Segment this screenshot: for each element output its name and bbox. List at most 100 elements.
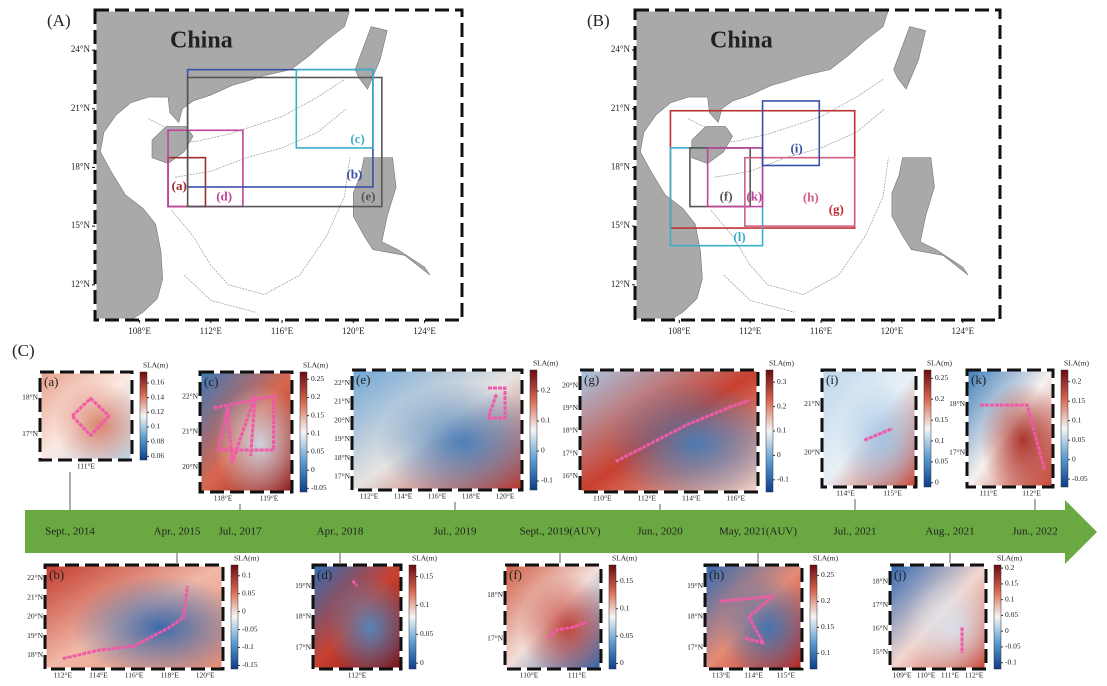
timeline-label: Apr., 2015: [154, 526, 201, 538]
figure: (C) China(a)(d)(b)(e)(c)108°E112°E116°E1…: [0, 0, 1107, 686]
colorbar-tick-label: 0: [620, 658, 624, 667]
colorbar-tick-label: 0.12: [151, 407, 164, 416]
lat-label: 20°N: [804, 448, 820, 457]
lat-label: 15°N: [872, 647, 888, 656]
inset: (c)22°N21°N20°N118°E119°ESLA(m)0.250.20.…: [182, 361, 328, 510]
lat-label: 17°N: [334, 472, 350, 481]
lat-label: 17°N: [22, 429, 38, 438]
colorbar: [766, 370, 773, 492]
colorbar-label: SLA(m): [927, 359, 953, 368]
box-label: (f): [720, 189, 733, 204]
colorbar-tick-label: -0.1: [1005, 657, 1017, 666]
lat-label: 18°N: [687, 612, 703, 621]
panel-label: (B): [587, 11, 610, 30]
box-label: (g): [829, 201, 844, 216]
timeline-label: May, 2021(AUV): [719, 526, 797, 538]
lon-tick-label: 116°E: [271, 326, 294, 336]
colorbar-tick-label: 0: [541, 446, 545, 455]
lat-label: 18°N: [27, 650, 43, 659]
colorbar-tick-label: 0.25: [935, 373, 948, 382]
colorbar-tick-label: 0.06: [151, 451, 164, 460]
colorbar-tick-label: 0.3: [777, 377, 787, 386]
map: China(a)(d)(b)(e)(c)108°E112°E116°E120°E…: [47, 10, 462, 336]
lon-label: 110°E: [593, 494, 612, 503]
timeline-label: Sept., 2014: [45, 526, 95, 538]
inset-label: (b): [49, 567, 64, 582]
lat-label: 18°N: [872, 576, 888, 585]
box-label: (a): [172, 178, 187, 193]
colorbar-tick-label: 0: [420, 658, 424, 667]
timeline-label: Aug., 2021: [925, 526, 974, 538]
lat-label: 21°N: [334, 397, 350, 406]
colorbar-tick-label: 0.2: [1005, 563, 1015, 572]
lon-label: 116°E: [125, 671, 144, 680]
lon-label: 111°E: [941, 671, 960, 680]
lat-label: 18°N: [22, 392, 38, 401]
lon-label: 111°E: [77, 462, 96, 471]
colorbar-tick-label: 0: [777, 450, 781, 459]
lon-label: 115°E: [777, 671, 796, 680]
lon-tick-label: 116°E: [810, 326, 833, 336]
colorbar-tick-label: 0.15: [420, 571, 433, 580]
colorbar: [609, 565, 616, 669]
box-label: (d): [216, 188, 232, 203]
lon-tick-label: 108°E: [128, 326, 151, 336]
colorbar-tick-label: 0: [1005, 626, 1009, 635]
timeline-label: Apr., 2018: [317, 526, 364, 538]
lat-label: 18°N: [295, 612, 311, 621]
colorbar-tick-label: 0.1: [311, 429, 321, 438]
lat-label: 21°N: [804, 399, 820, 408]
colorbar-tick-label: 0.15: [1005, 579, 1018, 588]
lat-label: 22°N: [182, 391, 198, 400]
lat-label: 19°N: [562, 403, 578, 412]
colorbar-tick-label: 0.1: [1005, 594, 1015, 603]
timeline-label: Jun., 2022: [1012, 526, 1058, 538]
sla-field: [967, 370, 1053, 487]
lat-label: 17°N: [295, 642, 311, 651]
lon-label: 114°E: [394, 492, 413, 501]
lat-tick-label: 24°N: [611, 44, 631, 54]
lat-tick-label: 18°N: [71, 162, 91, 172]
lon-label: 113°E: [712, 671, 731, 680]
lon-tick-label: 108°E: [668, 326, 691, 336]
colorbar-tick-label: 0.05: [620, 631, 633, 640]
colorbar-tick-label: 0.15: [311, 410, 324, 419]
lon-label: 112°E: [637, 494, 656, 503]
lat-label: 19°N: [687, 581, 703, 590]
colorbar-label: SLA(m): [412, 554, 438, 563]
lon-tick-label: 112°E: [739, 326, 762, 336]
colorbar-tick-label: -0.1: [541, 476, 553, 485]
inset-label: (j): [894, 567, 906, 582]
colorbar-tick-label: 0.1: [620, 604, 630, 613]
colorbar-label: SLA(m): [143, 361, 169, 370]
colorbar: [300, 372, 307, 492]
inset-label: (f): [509, 567, 522, 582]
colorbar-tick-label: 0.2: [777, 401, 787, 410]
lat-label: 17°N: [872, 600, 888, 609]
lat-label: 22°N: [334, 378, 350, 387]
colorbar-tick-label: 0.15: [821, 622, 834, 631]
lon-label: 118°E: [462, 492, 481, 501]
sla-field: [580, 370, 758, 492]
lon-tick-label: 124°E: [413, 326, 436, 336]
sla-field: [822, 370, 916, 487]
lon-label: 111°E: [979, 489, 998, 498]
lat-tick-label: 15°N: [611, 220, 631, 230]
lon-tick-label: 112°E: [200, 326, 223, 336]
panel-label: (A): [47, 11, 71, 30]
lat-label: 20°N: [334, 415, 350, 424]
lon-tick-label: 120°E: [881, 326, 904, 336]
map: China(g)(l)(f)(k)(h)(i)108°E112°E116°E12…: [587, 10, 1000, 336]
colorbar-label: SLA(m): [1064, 359, 1090, 368]
colorbar-tick-label: -0.15: [242, 660, 258, 669]
colorbar-label: SLA(m): [769, 359, 795, 368]
sla-field: [45, 565, 223, 669]
lat-label: 19°N: [27, 631, 43, 640]
colorbar-tick-label: 0.1: [420, 600, 430, 609]
colorbar-label: SLA(m): [234, 554, 260, 563]
colorbar-tick-label: 0: [311, 465, 315, 474]
colorbar-tick-label: 0.14: [151, 392, 164, 401]
inset-label: (g): [584, 372, 599, 387]
timeline-label: Jul., 2021: [833, 526, 876, 538]
